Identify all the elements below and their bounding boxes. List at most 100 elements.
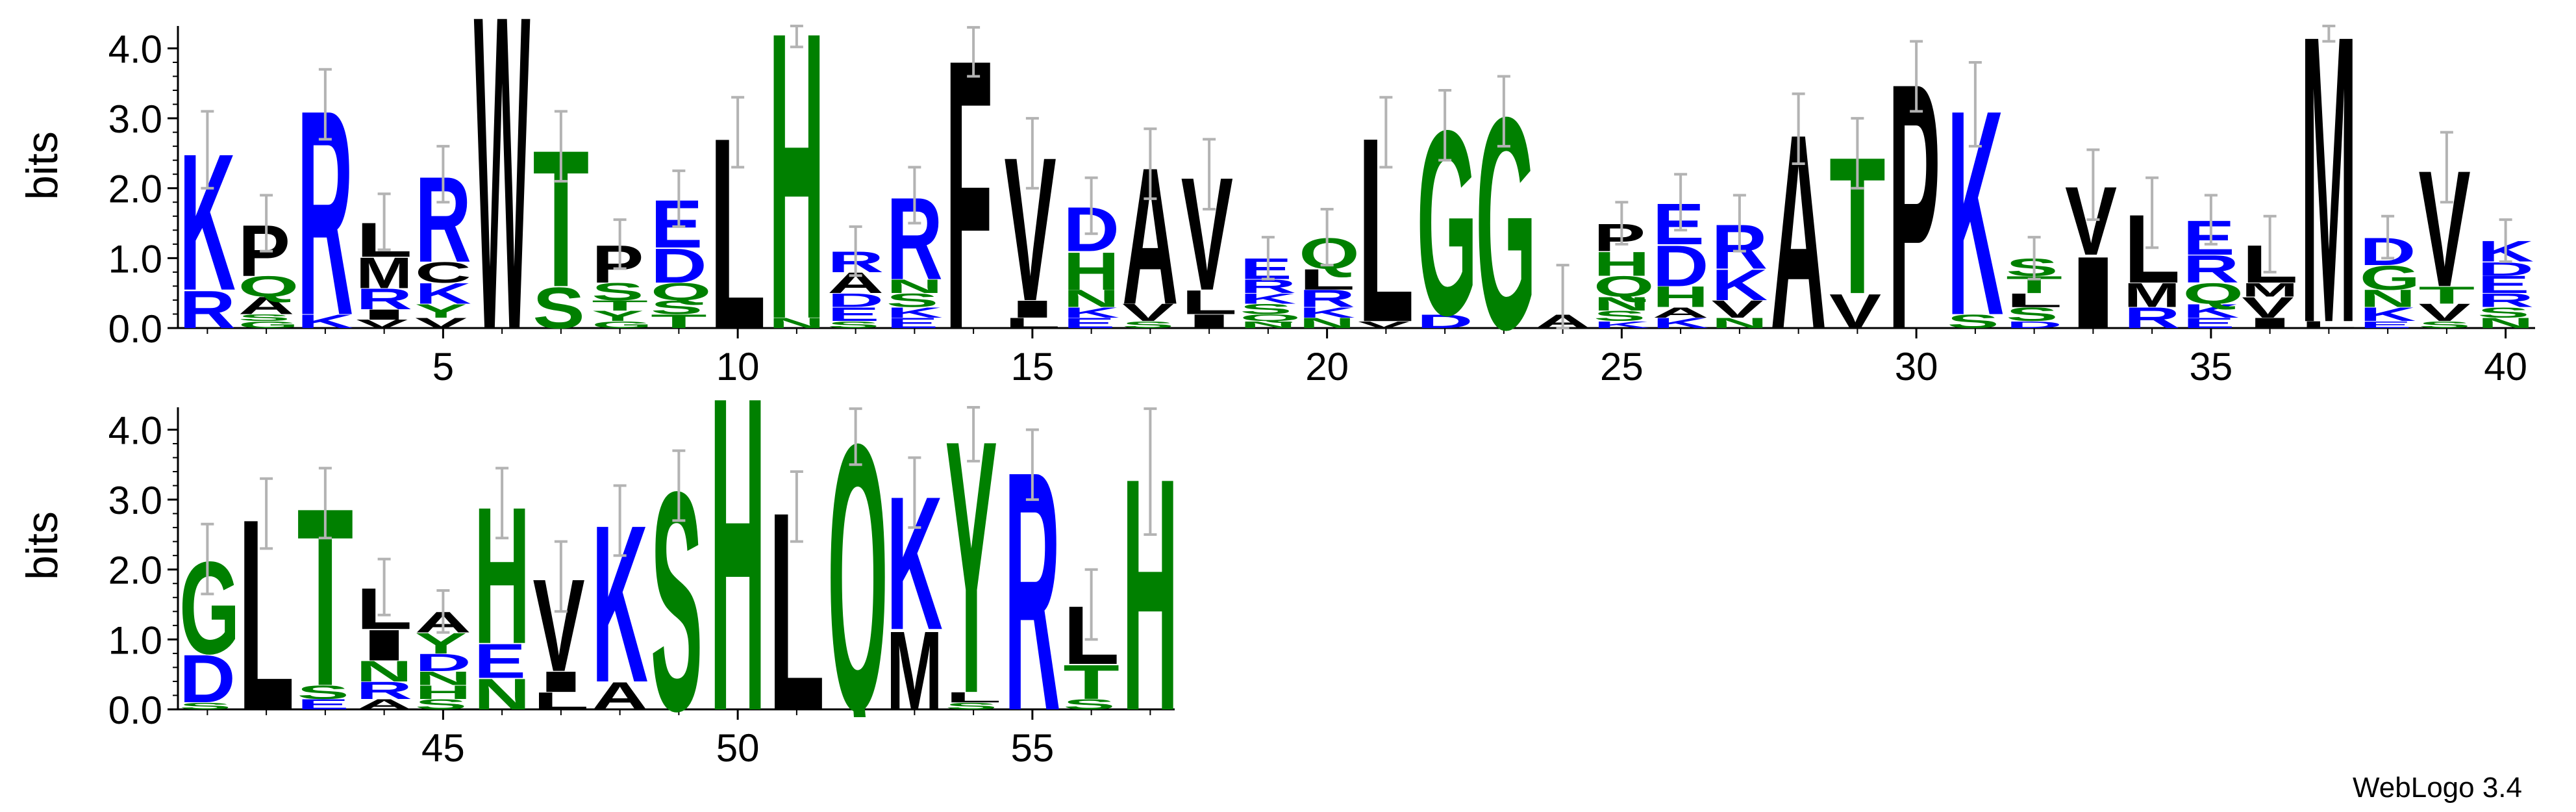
error-bar-22 xyxy=(1438,89,1452,162)
letter-G: G xyxy=(592,319,652,330)
letter-T: T xyxy=(592,298,648,314)
letter-Y: Y xyxy=(415,300,467,322)
letter-S: S xyxy=(2419,319,2471,330)
stack-position-3: KR xyxy=(297,49,354,333)
error-bar-15 xyxy=(1025,117,1039,190)
letter-K: K xyxy=(1299,305,1355,321)
error-bars-row-2 xyxy=(201,406,1157,641)
letter-M: M xyxy=(356,249,412,298)
error-bar-12 xyxy=(849,225,862,277)
letter-N: N xyxy=(1712,315,1768,331)
y-tick-label: 2.0 xyxy=(108,549,162,592)
letter-V: V xyxy=(1829,284,1881,338)
letter-H: H xyxy=(1122,409,1179,780)
letter-S: S xyxy=(1240,301,1292,317)
letter-V: V xyxy=(1181,145,1233,324)
weblogo-footer: WebLogo 3.4 xyxy=(2353,772,2522,804)
letter-R: R xyxy=(2477,290,2534,312)
stack-position-54: SLY xyxy=(945,385,1002,717)
letter-E: E xyxy=(827,303,879,325)
letter-T: T xyxy=(1063,655,1119,709)
y-tick-label: 3.0 xyxy=(108,97,162,141)
letter-Q: Q xyxy=(827,364,888,790)
y-tick-label: 3.0 xyxy=(108,479,162,522)
letter-H: H xyxy=(769,0,825,405)
letter-T: T xyxy=(651,311,707,333)
letter-E: E xyxy=(886,315,938,331)
letter-R: R xyxy=(179,279,236,339)
letter-I: I xyxy=(1005,296,1061,323)
y-tick-label: 0.0 xyxy=(108,307,162,351)
y-axis-row-1: 0.0 1.0 2.0 3.0 4.0 xyxy=(108,26,179,351)
letter-N: N xyxy=(474,670,531,719)
error-bar-5 xyxy=(436,145,450,204)
letter-R: R xyxy=(2183,247,2240,291)
error-bar-31 xyxy=(1968,60,1982,148)
letter-W: W xyxy=(474,0,531,424)
letter-L: L xyxy=(1005,315,1061,331)
x-tick-label: 30 xyxy=(1895,345,1938,388)
letter-R: R xyxy=(1299,285,1355,312)
error-bar-47 xyxy=(554,540,568,613)
letter-N: N xyxy=(769,315,825,331)
letter-S: S xyxy=(297,681,349,704)
letter-R: R xyxy=(356,677,412,704)
letter-N: N xyxy=(2477,315,2534,331)
x-tick-label: 40 xyxy=(2484,345,2527,388)
x-tick-label: 45 xyxy=(421,726,465,770)
x-tick-label: 55 xyxy=(1011,726,1055,770)
letter-V: V xyxy=(1005,114,1057,344)
letter-K: K xyxy=(1594,319,1650,330)
error-bar-36 xyxy=(2263,214,2277,273)
letter-S: S xyxy=(533,275,585,340)
stack-position-37: LM xyxy=(2301,0,2357,333)
letter-K: K xyxy=(1653,315,1709,331)
error-bar-8 xyxy=(613,218,627,270)
letter-I: I xyxy=(356,621,412,670)
error-bar-32 xyxy=(2027,236,2041,281)
error-bar-44 xyxy=(377,557,391,616)
letter-D: D xyxy=(1653,233,1709,299)
error-bar-17 xyxy=(1144,127,1157,200)
letter-S: S xyxy=(179,700,231,711)
error-bar-14 xyxy=(967,26,981,78)
letter-Q: Q xyxy=(2183,277,2244,310)
x-tick-label: 35 xyxy=(2190,345,2233,388)
letter-S: S xyxy=(2477,305,2529,321)
stack-position-41: SDG xyxy=(179,535,240,717)
letter-E: E xyxy=(2183,210,2235,265)
error-bar-13 xyxy=(908,166,921,225)
letter-G: G xyxy=(1476,55,1536,393)
stack-position-1: RK xyxy=(179,113,236,339)
letter-S: S xyxy=(1122,319,1174,330)
error-bar-56 xyxy=(1084,568,1098,641)
letter-V: V xyxy=(356,318,408,331)
letter-R: R xyxy=(356,283,412,316)
error-bar-7 xyxy=(554,110,568,183)
y-tick-label: 0.0 xyxy=(108,689,162,732)
stack-position-57: H xyxy=(1122,409,1179,780)
error-bar-54 xyxy=(967,406,981,463)
y-tick-label: 2.0 xyxy=(108,168,162,211)
error-bar-45 xyxy=(436,589,450,634)
letter-E: E xyxy=(474,634,526,689)
letter-Q: Q xyxy=(1240,312,1301,324)
letter-K: K xyxy=(886,305,943,321)
stack-position-47: LIV xyxy=(533,552,590,715)
error-bar-46 xyxy=(495,466,509,540)
stack-position-34: RML xyxy=(2124,194,2181,335)
letter-R: R xyxy=(2124,302,2181,335)
y-axis-label-row-2: bits xyxy=(18,511,67,580)
error-bar-51 xyxy=(790,470,803,543)
letter-S: S xyxy=(1947,311,1999,333)
error-bar-34 xyxy=(2145,176,2159,249)
letter-K: K xyxy=(415,277,471,310)
